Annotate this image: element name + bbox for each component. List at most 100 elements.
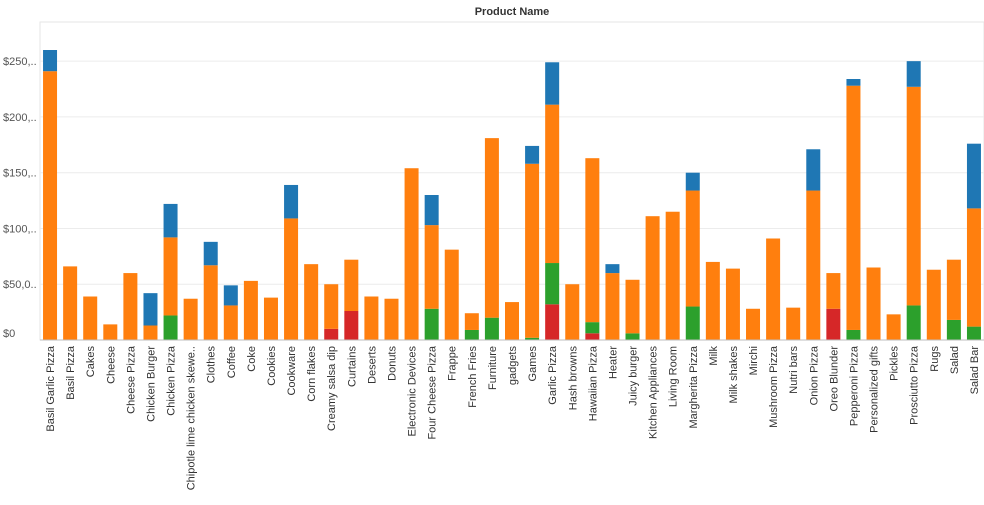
bar-segment[interactable] xyxy=(605,264,620,274)
bar-segment[interactable] xyxy=(946,259,961,320)
x-tick-label: Cookware xyxy=(286,346,298,396)
bar-segment[interactable] xyxy=(484,138,499,318)
bar-segment[interactable] xyxy=(43,50,58,72)
x-tick-label: Corn flakes xyxy=(306,346,318,402)
bar-segment[interactable] xyxy=(384,298,399,340)
bar-segment[interactable] xyxy=(806,190,821,340)
bar-segment[interactable] xyxy=(525,163,540,338)
x-tick-label: Curtains xyxy=(346,346,358,387)
bar-segment[interactable] xyxy=(786,307,801,340)
bar-segment[interactable] xyxy=(484,317,499,340)
bar-segment[interactable] xyxy=(806,149,821,191)
bar-segment[interactable] xyxy=(846,329,861,340)
bar-segment[interactable] xyxy=(545,104,560,264)
bar-segment[interactable] xyxy=(424,225,439,309)
bar-segment[interactable] xyxy=(565,284,580,340)
bar-segment[interactable] xyxy=(545,62,560,105)
bar-segment[interactable] xyxy=(324,328,339,340)
bar-segment[interactable] xyxy=(906,86,921,306)
x-tick-label: Milk xyxy=(708,346,720,366)
bar-segment[interactable] xyxy=(766,238,781,341)
x-tick-label: Deserts xyxy=(366,346,378,384)
bar-segment[interactable] xyxy=(685,172,700,191)
bar-segment[interactable] xyxy=(906,61,921,87)
x-tick-label: Oreo Blunder xyxy=(828,346,840,412)
bar-segment[interactable] xyxy=(525,337,540,340)
bar-segment[interactable] xyxy=(545,263,560,305)
bar-segment[interactable] xyxy=(966,326,981,340)
bar-segment[interactable] xyxy=(83,296,98,341)
bar-segment[interactable] xyxy=(103,324,118,340)
x-tick-label: Garlic Pizza xyxy=(547,345,559,405)
bar-segment[interactable] xyxy=(685,190,700,307)
x-tick-label: Four Cheese Pizza xyxy=(427,345,439,439)
x-tick-label: Frappe xyxy=(447,346,459,381)
bar-segment[interactable] xyxy=(404,168,419,340)
bar-segment[interactable] xyxy=(284,218,299,340)
x-tick-label: Donuts xyxy=(386,346,398,381)
bar-segment[interactable] xyxy=(906,305,921,340)
bar-segment[interactable] xyxy=(284,184,299,219)
bar-segment[interactable] xyxy=(966,208,981,327)
x-tick-label: Hawaiian Pizza xyxy=(587,345,599,421)
bar-segment[interactable] xyxy=(203,241,218,266)
bar-segment[interactable] xyxy=(866,267,881,341)
bar-segment[interactable] xyxy=(685,306,700,340)
x-tick-label: Clothes xyxy=(206,346,218,384)
bar-segment[interactable] xyxy=(645,216,660,340)
bar-segment[interactable] xyxy=(886,314,901,340)
bar-segment[interactable] xyxy=(424,195,439,226)
bar-segment[interactable] xyxy=(705,261,720,340)
bar-segment[interactable] xyxy=(826,273,841,309)
bar-segment[interactable] xyxy=(444,249,459,340)
bar-segment[interactable] xyxy=(203,265,218,340)
x-tick-label: Coke xyxy=(246,346,258,372)
bar-segment[interactable] xyxy=(223,285,238,306)
x-tick-label: Kitchen Appliances xyxy=(648,346,660,439)
bar-segment[interactable] xyxy=(826,308,841,340)
bar-segment[interactable] xyxy=(263,297,278,340)
bar-segment[interactable] xyxy=(585,322,600,334)
x-tick-label: Prosciutto Pizza xyxy=(909,345,921,425)
bar-segment[interactable] xyxy=(605,273,620,340)
bar-segment[interactable] xyxy=(464,329,479,340)
bar-segment[interactable] xyxy=(43,71,58,340)
bar-segment[interactable] xyxy=(665,211,680,340)
x-tick-label: Cakes xyxy=(85,346,97,378)
bar-segment[interactable] xyxy=(545,304,560,340)
bar-segment[interactable] xyxy=(926,269,941,340)
bars xyxy=(43,50,981,340)
x-tick-label: Chipotle lime chicken skewe.. xyxy=(186,346,198,490)
bar-segment[interactable] xyxy=(625,333,640,340)
bar-segment[interactable] xyxy=(163,237,178,316)
bar-segment[interactable] xyxy=(846,79,861,86)
bar-segment[interactable] xyxy=(424,308,439,340)
bar-segment[interactable] xyxy=(464,313,479,330)
bar-segment[interactable] xyxy=(324,284,339,329)
bar-segment[interactable] xyxy=(344,311,359,340)
bar-segment[interactable] xyxy=(625,279,640,334)
x-tick-label: Juicy burger xyxy=(628,346,640,406)
bar-segment[interactable] xyxy=(725,268,740,340)
bar-segment[interactable] xyxy=(143,325,158,341)
bar-segment[interactable] xyxy=(123,273,138,340)
x-tick-label: Nutri bars xyxy=(788,346,800,394)
bar-segment[interactable] xyxy=(63,266,78,340)
bar-segment[interactable] xyxy=(243,280,258,340)
bar-segment[interactable] xyxy=(746,308,761,340)
bar-segment[interactable] xyxy=(183,298,198,340)
bar-segment[interactable] xyxy=(846,85,861,330)
bar-segment[interactable] xyxy=(223,305,238,340)
bar-segment[interactable] xyxy=(525,145,540,164)
bar-segment[interactable] xyxy=(143,293,158,326)
bar-segment[interactable] xyxy=(966,143,981,209)
bar-segment[interactable] xyxy=(585,158,600,323)
bar-segment[interactable] xyxy=(364,296,379,341)
bar-segment[interactable] xyxy=(304,264,319,340)
bar-segment[interactable] xyxy=(505,302,519,340)
bar-segment[interactable] xyxy=(344,259,359,311)
bar-segment[interactable] xyxy=(163,315,178,340)
bar-segment[interactable] xyxy=(163,203,178,238)
bar-segment[interactable] xyxy=(585,333,600,340)
bar-segment[interactable] xyxy=(946,319,961,340)
